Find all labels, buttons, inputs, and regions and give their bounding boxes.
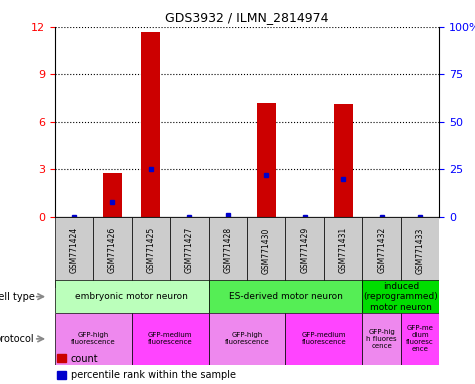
Text: GFP-medium
fluorescence: GFP-medium fluorescence [148,333,192,345]
FancyBboxPatch shape [209,313,285,365]
Text: GSM771428: GSM771428 [223,227,232,273]
Text: percentile rank within the sample: percentile rank within the sample [71,370,236,380]
Text: GSM771431: GSM771431 [339,227,348,273]
FancyBboxPatch shape [247,217,285,288]
Text: protocol: protocol [0,334,33,344]
Text: GFP-medium
fluorescence: GFP-medium fluorescence [302,333,346,345]
Title: GDS3932 / ILMN_2814974: GDS3932 / ILMN_2814974 [165,11,329,24]
FancyBboxPatch shape [132,217,170,288]
Text: GFP-hig
h fluores
cence: GFP-hig h fluores cence [366,329,397,349]
FancyBboxPatch shape [209,217,247,288]
Text: GSM771427: GSM771427 [185,227,194,273]
FancyBboxPatch shape [401,313,439,365]
FancyBboxPatch shape [55,217,93,288]
Text: GSM771429: GSM771429 [300,227,309,273]
Text: induced
(reprogrammed)
motor neuron: induced (reprogrammed) motor neuron [363,282,438,311]
Text: GFP-high
fluorescence: GFP-high fluorescence [71,333,115,345]
Bar [256,103,276,217]
Text: GFP-high
fluorescence: GFP-high fluorescence [225,333,269,345]
Text: GSM771432: GSM771432 [377,227,386,273]
FancyBboxPatch shape [362,313,401,365]
Text: cell type: cell type [0,291,35,302]
Bar [103,173,122,217]
FancyBboxPatch shape [362,280,439,313]
FancyBboxPatch shape [285,217,324,288]
Text: embryonic motor neuron: embryonic motor neuron [75,292,188,301]
FancyBboxPatch shape [209,280,362,313]
FancyBboxPatch shape [401,217,439,288]
FancyBboxPatch shape [132,313,209,365]
Text: GFP-me
dium
fluoresc
ence: GFP-me dium fluoresc ence [406,325,434,353]
FancyBboxPatch shape [170,217,209,288]
Text: GSM771430: GSM771430 [262,227,271,273]
FancyBboxPatch shape [324,217,362,288]
FancyBboxPatch shape [285,313,362,365]
Bar [141,31,161,217]
Text: ES-derived motor neuron: ES-derived motor neuron [228,292,342,301]
Bar [57,371,66,379]
FancyBboxPatch shape [55,313,132,365]
Text: GSM771424: GSM771424 [69,227,78,273]
Text: GSM771433: GSM771433 [416,227,425,273]
Text: GSM771425: GSM771425 [146,227,155,273]
FancyBboxPatch shape [93,217,132,288]
Bar [57,354,66,362]
Text: count: count [71,354,98,364]
Bar [333,104,353,217]
FancyBboxPatch shape [362,217,401,288]
Text: GSM771426: GSM771426 [108,227,117,273]
FancyBboxPatch shape [55,280,209,313]
